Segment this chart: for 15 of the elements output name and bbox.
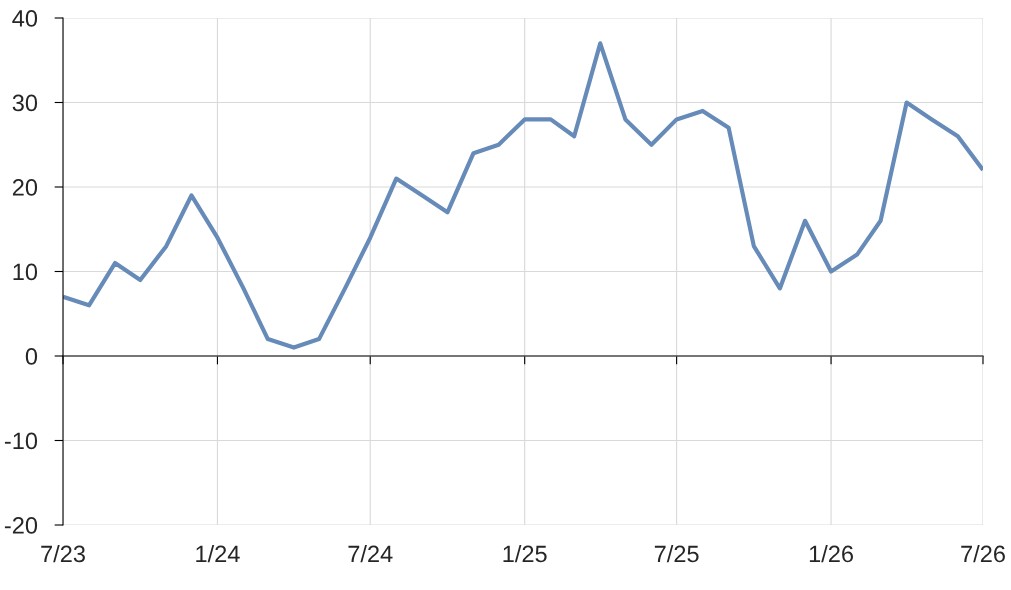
y-tick-label: 0 — [25, 348, 38, 365]
x-tick-label: 1/25 — [503, 545, 547, 563]
x-tick-label: 7/23 — [41, 545, 85, 563]
y-tick-label: -20 — [4, 517, 38, 534]
y-tick-label: 10 — [13, 263, 38, 281]
y-tick-label: 20 — [12, 179, 38, 196]
y-tick-label: 40 — [12, 10, 38, 27]
x-tick-label: 7/25 — [654, 545, 699, 563]
line-series — [63, 41, 983, 350]
x-tick-label: 1/26 — [809, 545, 854, 563]
y-tick-label: 30 — [12, 94, 38, 112]
x-tick-label: 1/24 — [196, 545, 240, 563]
x-tick-label: 7/24 — [348, 545, 393, 563]
x-tick-label: 7/26 — [961, 545, 1005, 563]
y-tick-label: -10 — [4, 432, 38, 450]
